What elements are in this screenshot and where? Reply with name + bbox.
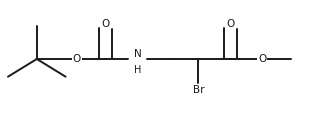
Text: O: O [101,19,110,29]
Text: H: H [134,65,141,75]
Text: N: N [134,49,141,59]
Text: O: O [73,54,81,64]
Text: O: O [258,54,267,64]
Text: Br: Br [193,85,204,95]
Text: O: O [226,19,235,29]
